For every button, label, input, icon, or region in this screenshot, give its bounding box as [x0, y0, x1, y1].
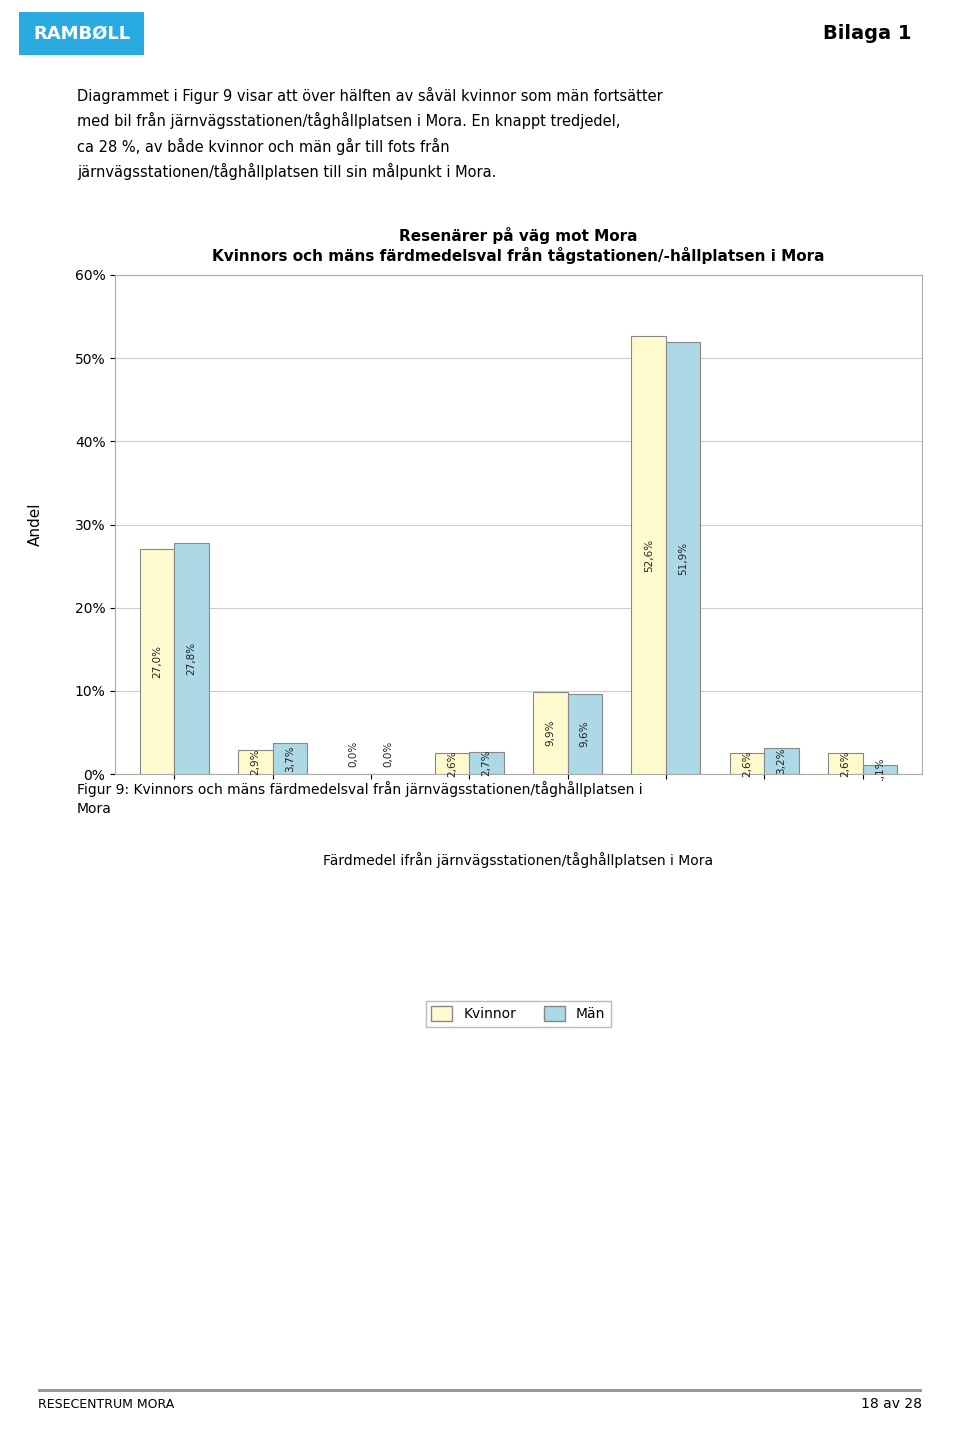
Bar: [533, 692, 567, 774]
Bar: [567, 695, 602, 774]
Text: 51,9%: 51,9%: [678, 541, 688, 574]
Bar: [730, 752, 764, 774]
X-axis label: Färdmedel ifrån järnvägsstationen/tåghållplatsen i Mora: Färdmedel ifrån järnvägsstationen/tåghål…: [324, 852, 713, 868]
Text: 0,0%: 0,0%: [383, 741, 393, 767]
Text: 3,7%: 3,7%: [285, 745, 295, 773]
Bar: [666, 343, 701, 774]
Text: 52,6%: 52,6%: [644, 538, 654, 572]
Bar: [828, 752, 863, 774]
Legend: Kvinnor, Män: Kvinnor, Män: [426, 1001, 611, 1027]
Text: 9,6%: 9,6%: [580, 721, 589, 748]
Bar: [469, 751, 504, 774]
Bar: [764, 748, 799, 774]
Title: Resenärer på väg mot Mora
Kvinnors och mäns färdmedelsval från tågstationen/-hål: Resenärer på väg mot Mora Kvinnors och m…: [212, 227, 825, 263]
Text: 18 av 28: 18 av 28: [860, 1398, 922, 1411]
Text: 2,6%: 2,6%: [742, 750, 752, 777]
Text: Figur 9: Kvinnors och mäns färdmedelsval från järnvägsstationen/tåghållplatsen i: Figur 9: Kvinnors och mäns färdmedelsval…: [77, 781, 642, 816]
Bar: [632, 337, 666, 774]
Text: 2,6%: 2,6%: [840, 750, 851, 777]
Bar: [140, 550, 174, 774]
Text: 0,0%: 0,0%: [348, 741, 359, 767]
Text: 2,9%: 2,9%: [251, 750, 260, 776]
Text: 2,7%: 2,7%: [481, 750, 492, 776]
Bar: [174, 543, 208, 774]
Text: RESECENTRUM MORA: RESECENTRUM MORA: [38, 1398, 175, 1411]
Y-axis label: Andel: Andel: [28, 502, 42, 547]
Bar: [238, 750, 273, 774]
Bar: [863, 765, 897, 774]
Text: 2,6%: 2,6%: [447, 750, 457, 777]
Text: 9,9%: 9,9%: [545, 719, 556, 747]
Text: RAMBØLL: RAMBØLL: [33, 25, 131, 42]
Bar: [435, 752, 469, 774]
Text: 1,1%: 1,1%: [875, 757, 885, 783]
Text: Diagrammet i Figur 9 visar att över hälften av såväl kvinnor som män fortsätter
: Diagrammet i Figur 9 visar att över hälf…: [77, 87, 662, 179]
Text: 3,2%: 3,2%: [777, 748, 786, 774]
Text: Bilaga 1: Bilaga 1: [823, 23, 912, 43]
Bar: [273, 744, 307, 774]
Text: 27,0%: 27,0%: [152, 645, 162, 679]
Text: 27,8%: 27,8%: [186, 642, 197, 676]
